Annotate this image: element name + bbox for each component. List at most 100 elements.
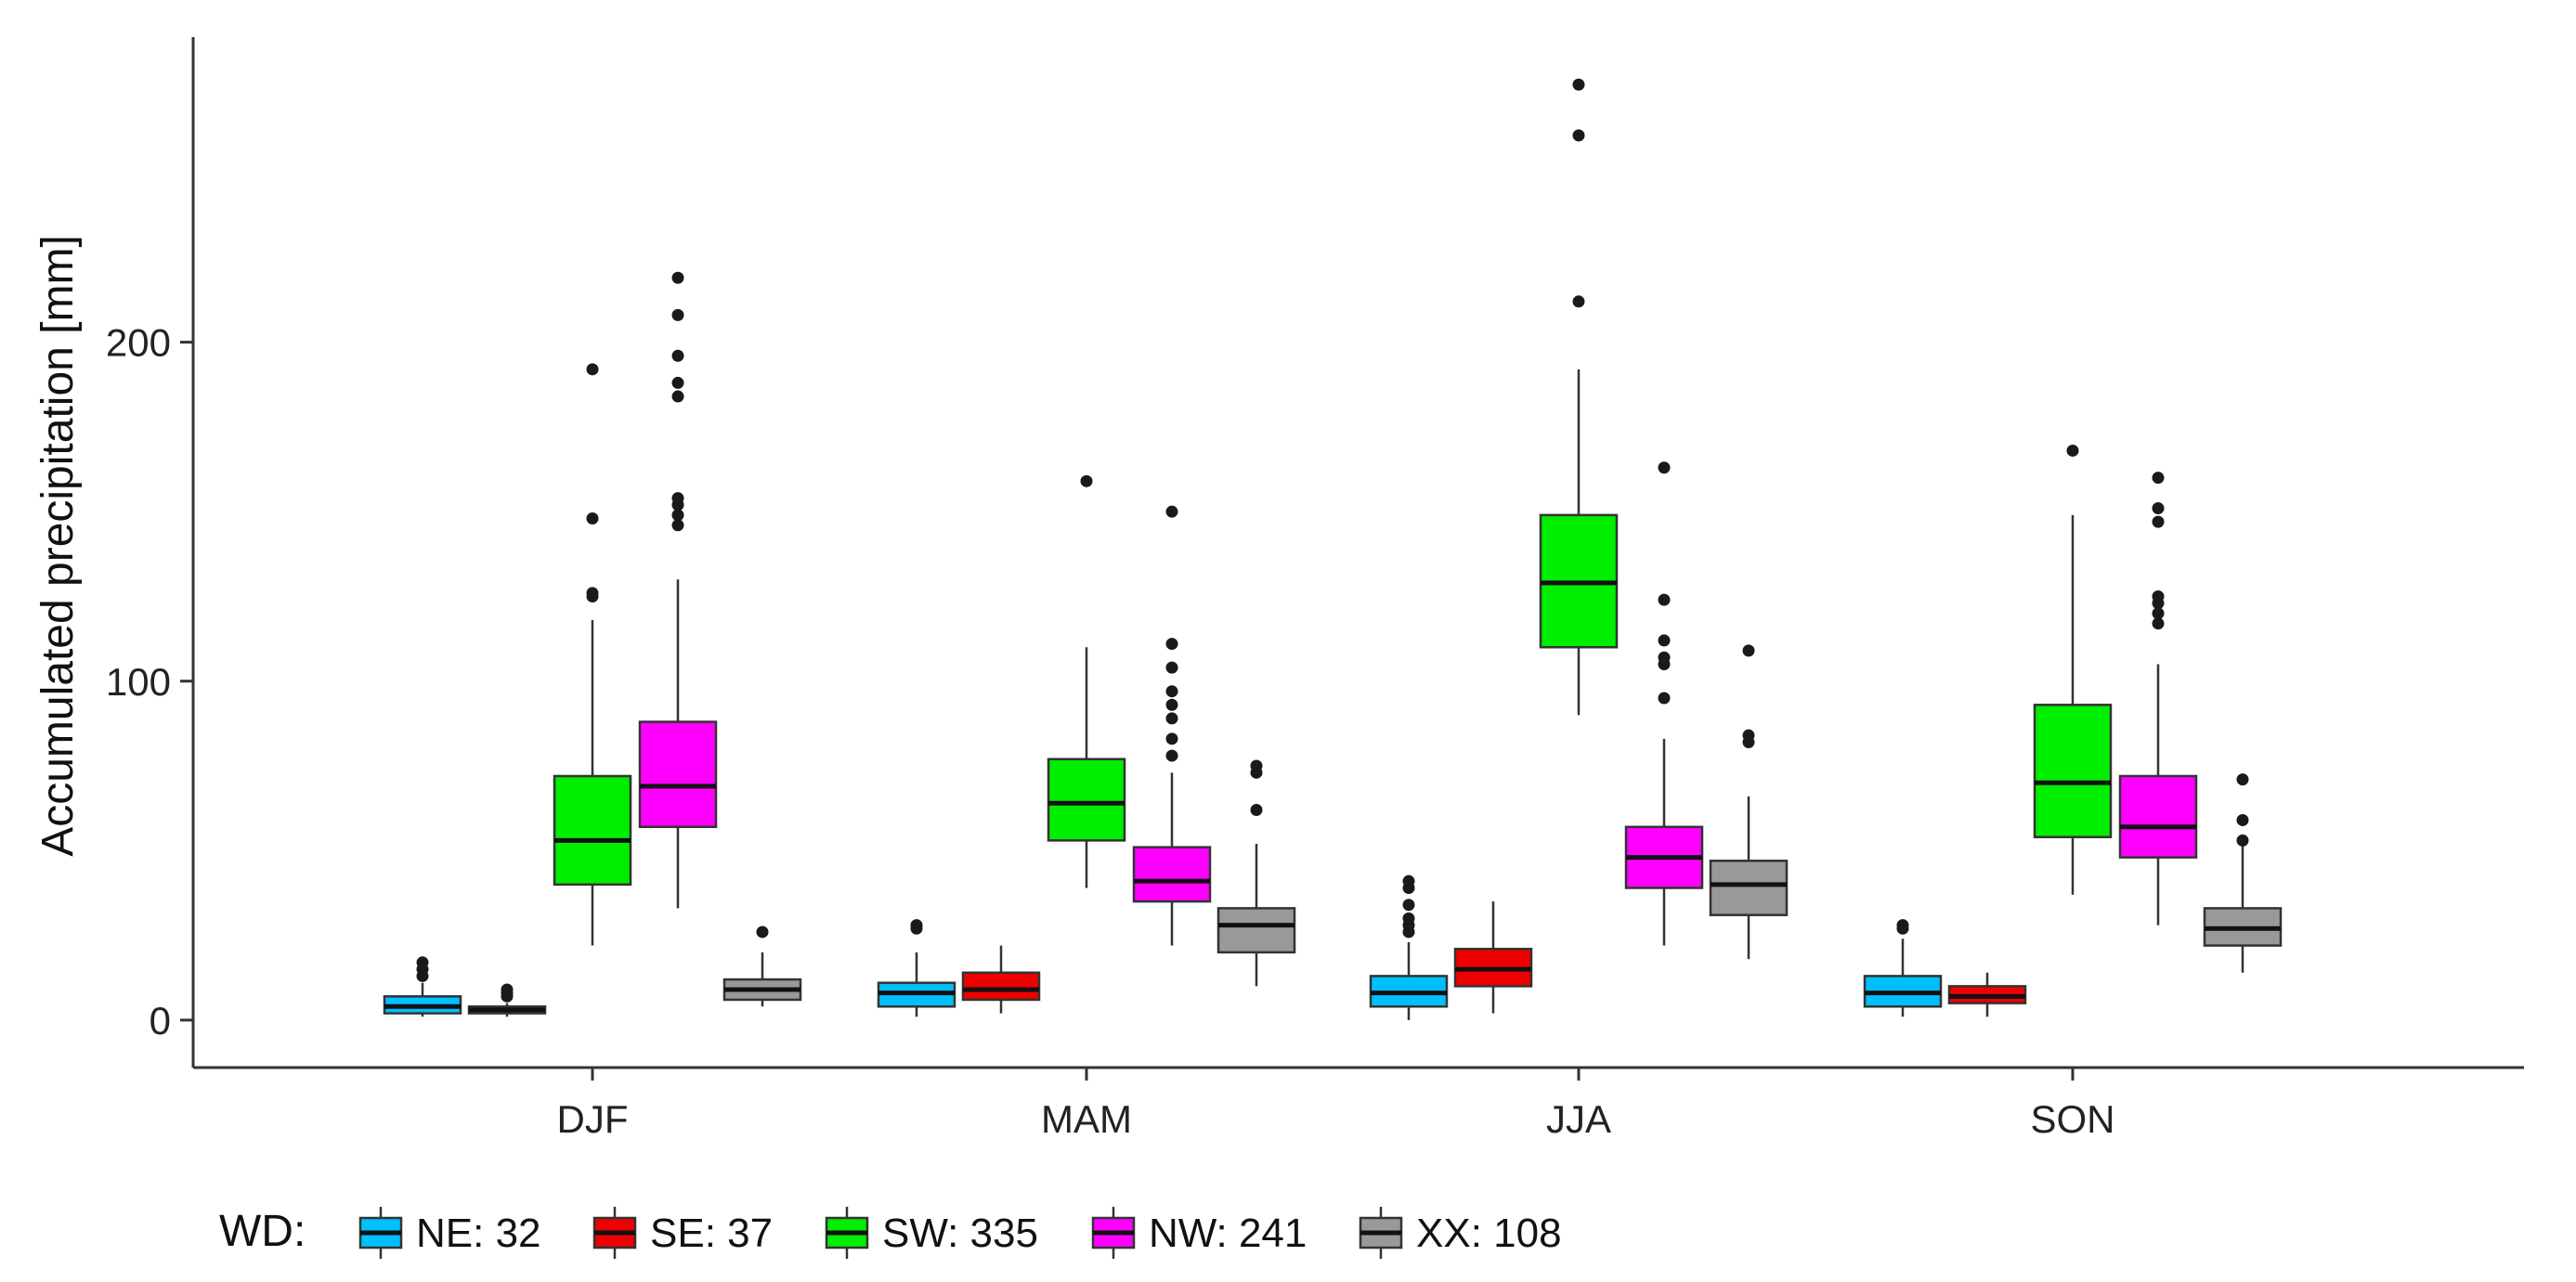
box-iqr (638, 720, 718, 829)
series-nw (638, 271, 2198, 946)
outlier-point (1250, 804, 1263, 816)
box-sw-jja (1539, 78, 1619, 716)
outlier-point (1402, 912, 1415, 925)
outlier-point (416, 956, 429, 969)
outlier-point (1080, 474, 1093, 487)
box-ne-jja (1369, 874, 1449, 1020)
box-iqr (1132, 846, 1212, 903)
y-tick-label: 0 (150, 999, 171, 1042)
box-xx-djf (722, 926, 802, 1007)
outlier-point (671, 376, 684, 389)
outlier-point (756, 926, 769, 939)
box-sw-son (2033, 444, 2113, 895)
axes-layer (191, 37, 2524, 1069)
box-se-jja (1453, 901, 1533, 1014)
legend-entries: NE: 32 SE: 37 SW: 335 NW: 241 XX: 108 (358, 1207, 1562, 1259)
box-iqr (2118, 774, 2198, 859)
outlier-point (1658, 634, 1671, 647)
x-tick-label: MAM (1041, 1097, 1132, 1141)
y-tick-label: 200 (106, 321, 171, 365)
outlier-point (586, 512, 599, 524)
legend-item-sw: SW: 335 (825, 1207, 1038, 1259)
box-xx-mam (1216, 759, 1296, 987)
box-se-mam (961, 945, 1041, 1014)
outlier-point (1742, 729, 1755, 742)
y-axis-ticks: 0 100 200 (106, 321, 193, 1042)
outlier-point (671, 390, 684, 403)
legend-label: SE: 37 (650, 1211, 773, 1256)
y-tick-label: 100 (106, 660, 171, 704)
x-tick-label: SON (2030, 1097, 2114, 1141)
box-se-djf (467, 983, 547, 1017)
outlier-point (671, 492, 684, 505)
outlier-point (1165, 685, 1178, 698)
outlier-point (2152, 589, 2165, 602)
outlier-point (1165, 638, 1178, 651)
outlier-point (1658, 651, 1671, 664)
box-ne-son (1863, 919, 1943, 1017)
box-nw-son (2118, 472, 2198, 926)
legend-item-ne: NE: 32 (358, 1207, 541, 1259)
outlier-point (1165, 505, 1178, 518)
outlier-point (1402, 874, 1415, 887)
box-se-son (1947, 972, 2027, 1017)
outlier-point (1572, 129, 1585, 142)
outlier-point (1658, 692, 1671, 705)
box-sw-djf (553, 363, 632, 946)
series-sw (553, 78, 2113, 946)
box-nw-djf (638, 271, 718, 909)
legend: WD: NE: 32 SE: 37 SW: 335 NW: 241 XX: 108 (219, 1207, 1562, 1259)
outlier-point (1742, 644, 1755, 657)
series-ne (383, 874, 1943, 1020)
outlier-point (1572, 78, 1585, 91)
outlier-point (2152, 607, 2165, 620)
x-tick-label: JJA (1546, 1097, 1611, 1141)
outlier-point (1402, 899, 1415, 912)
legend-label: NE: 32 (416, 1211, 541, 1256)
outlier-point (1658, 593, 1671, 606)
legend-item-nw: NW: 241 (1091, 1207, 1307, 1259)
outlier-point (1165, 749, 1178, 762)
box-iqr (1216, 907, 1296, 954)
outlier-point (910, 919, 923, 932)
box-iqr (553, 774, 632, 887)
outlier-point (2236, 773, 2249, 786)
series-se (467, 901, 2027, 1017)
box-xx-son (2203, 773, 2283, 973)
box-ne-djf (383, 956, 462, 1017)
outlier-point (1165, 712, 1178, 725)
outlier-point (1250, 759, 1263, 772)
outlier-point (501, 983, 514, 996)
outlier-point (1165, 661, 1178, 674)
outlier-point (1896, 919, 1909, 932)
outlier-point (586, 587, 599, 600)
outlier-point (2152, 472, 2165, 485)
x-axis-ticks: DJF MAM JJA SON (557, 1068, 2115, 1141)
y-axis-label: Accumulated precipitation [mm] (33, 235, 83, 857)
box-iqr (2033, 704, 2113, 838)
legend-label: XX: 108 (1416, 1211, 1562, 1256)
outlier-point (2236, 813, 2249, 826)
outlier-point (2152, 515, 2165, 528)
outlier-point (2236, 834, 2249, 847)
box-iqr (1709, 860, 1789, 916)
outlier-point (1572, 295, 1585, 308)
outlier-point (2066, 444, 2079, 457)
box-ne-mam (877, 919, 956, 1017)
outlier-point (671, 519, 684, 532)
outlier-point (1165, 698, 1178, 711)
x-tick-label: DJF (557, 1097, 629, 1141)
legend-item-se: SE: 37 (592, 1207, 773, 1259)
box-nw-jja (1624, 461, 1704, 946)
outlier-point (671, 509, 684, 522)
box-nw-mam (1132, 505, 1212, 946)
outlier-point (1658, 461, 1671, 474)
outlier-point (1165, 732, 1178, 745)
outlier-point (671, 349, 684, 362)
legend-item-xx: XX: 108 (1359, 1207, 1562, 1259)
outlier-point (2152, 617, 2165, 630)
outlier-point (2152, 502, 2165, 515)
outlier-point (586, 363, 599, 376)
box-iqr (961, 971, 1041, 1002)
